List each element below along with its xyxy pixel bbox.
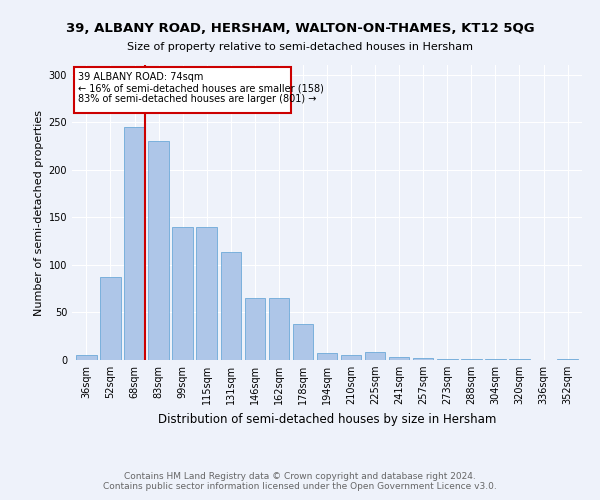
Bar bbox=[413, 358, 433, 360]
Bar bbox=[148, 141, 169, 360]
Text: 39, ALBANY ROAD, HERSHAM, WALTON-ON-THAMES, KT12 5QG: 39, ALBANY ROAD, HERSHAM, WALTON-ON-THAM… bbox=[65, 22, 535, 36]
Bar bbox=[245, 298, 265, 360]
Bar bbox=[269, 298, 289, 360]
Bar bbox=[172, 227, 193, 360]
Bar bbox=[293, 324, 313, 360]
Bar bbox=[485, 359, 506, 360]
Bar bbox=[341, 355, 361, 360]
Text: Contains HM Land Registry data © Crown copyright and database right 2024.: Contains HM Land Registry data © Crown c… bbox=[124, 472, 476, 481]
Bar bbox=[557, 359, 578, 360]
Bar bbox=[389, 357, 409, 360]
Bar bbox=[100, 277, 121, 360]
FancyBboxPatch shape bbox=[74, 67, 291, 112]
Bar bbox=[461, 359, 482, 360]
Y-axis label: Number of semi-detached properties: Number of semi-detached properties bbox=[34, 110, 44, 316]
Text: ← 16% of semi-detached houses are smaller (158): ← 16% of semi-detached houses are smalle… bbox=[78, 83, 324, 93]
Bar bbox=[221, 252, 241, 360]
Bar bbox=[365, 352, 385, 360]
Text: 83% of semi-detached houses are larger (801) →: 83% of semi-detached houses are larger (… bbox=[78, 94, 316, 104]
Bar bbox=[124, 127, 145, 360]
Bar bbox=[437, 359, 458, 360]
Bar bbox=[196, 227, 217, 360]
Bar bbox=[317, 354, 337, 360]
Text: Contains public sector information licensed under the Open Government Licence v3: Contains public sector information licen… bbox=[103, 482, 497, 491]
Bar bbox=[76, 355, 97, 360]
X-axis label: Distribution of semi-detached houses by size in Hersham: Distribution of semi-detached houses by … bbox=[158, 412, 496, 426]
Bar bbox=[509, 359, 530, 360]
Text: 39 ALBANY ROAD: 74sqm: 39 ALBANY ROAD: 74sqm bbox=[78, 72, 203, 82]
Text: Size of property relative to semi-detached houses in Hersham: Size of property relative to semi-detach… bbox=[127, 42, 473, 52]
